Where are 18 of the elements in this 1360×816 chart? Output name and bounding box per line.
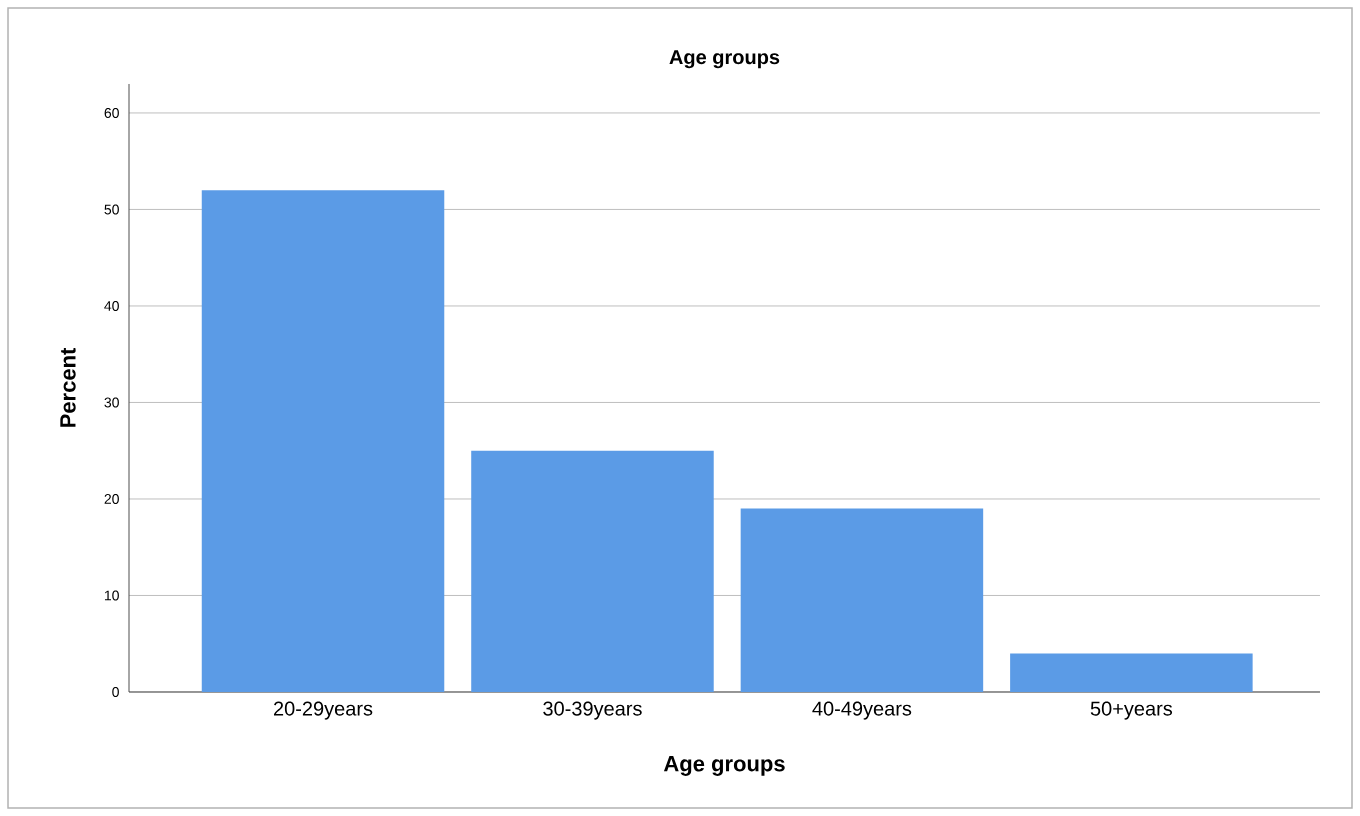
x-tick-label: 30-39years [543,701,642,720]
bar [201,190,445,692]
x-tick-label: 40-49years [812,701,912,720]
bar [740,508,984,692]
y-tick-label: 10 [104,590,119,601]
y-tick-label: 50 [104,204,119,215]
x-axis-title: Age groups [663,756,785,776]
bar [1010,653,1253,692]
chart-title: Age groups [669,50,780,69]
bar [471,450,714,692]
y-tick-label: 20 [104,494,119,504]
y-tick-label: 40 [104,300,119,311]
x-tick-label: 50+years [1090,701,1173,720]
y-tick-label: 0 [112,687,119,697]
y-tick-label: 30 [104,397,119,408]
y-tick-label: 60 [104,107,119,118]
y-axis-title: Percent [60,347,76,427]
x-tick-label: 20-29years [273,701,373,720]
